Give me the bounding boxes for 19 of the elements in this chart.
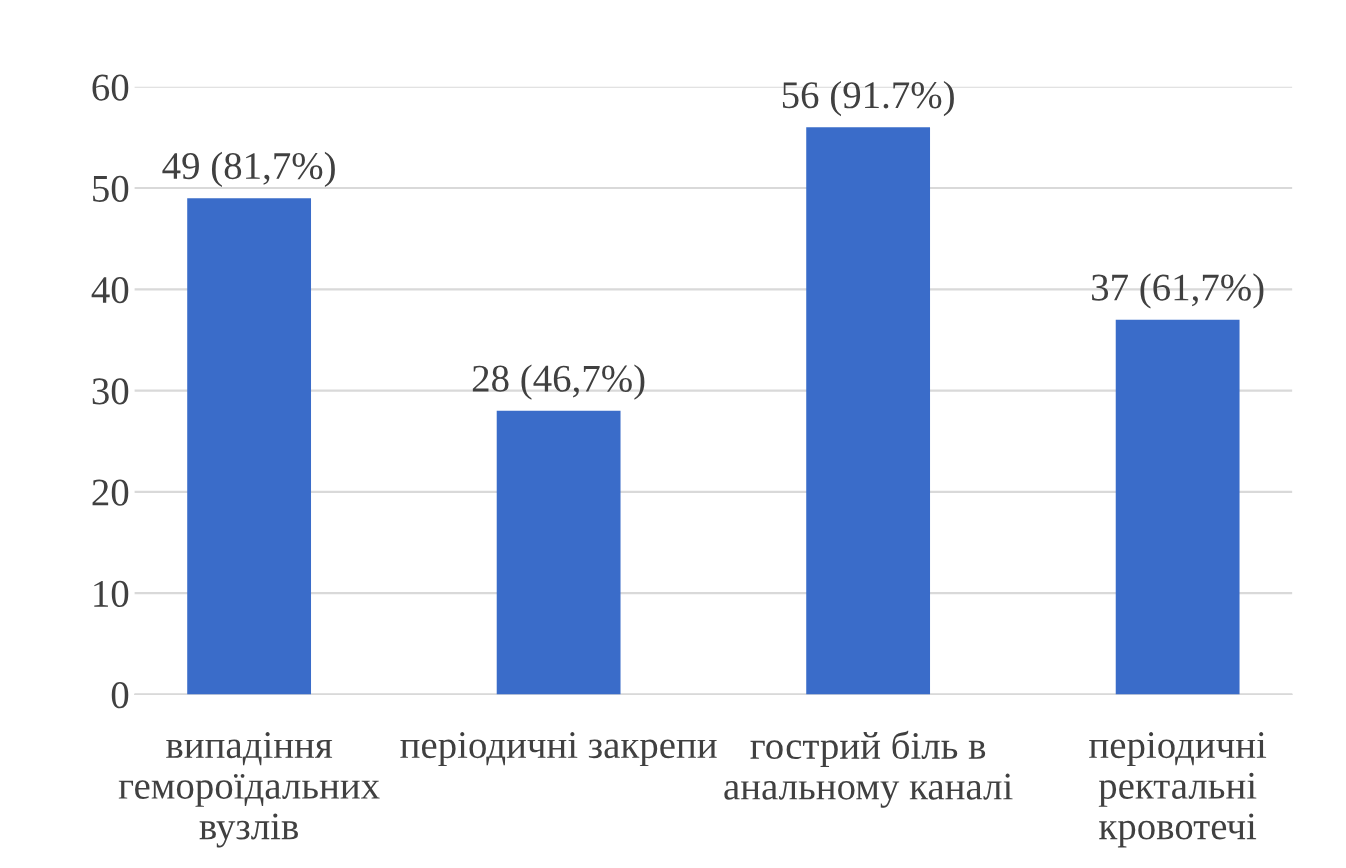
y-tick-label: 60 [92,74,129,101]
y-tick-label: 0 [111,682,129,709]
bar [806,127,931,695]
bar [496,410,621,695]
x-tick-label: гострий біль в анальному каналі [724,730,1013,808]
data-label: 28 (46,7%) [472,364,645,400]
x-tick-label: періодичні закрепи [400,732,717,767]
y-tick-label: 40 [91,276,129,304]
y-tick-label: 50 [93,175,129,202]
bar [1115,319,1240,695]
bar [187,198,312,695]
data-label: 49 (81,7%) [162,151,335,188]
y-tick-label: 20 [92,479,129,506]
y-tick-label: 30 [92,378,129,405]
data-label: 37 (61,7%) [1092,273,1264,309]
x-tick-label: випадіння гемороїдальних вузлів [118,732,380,848]
x-tick-label: періодичні ректальні кровотечі [1089,732,1267,848]
data-label: 56 (91.7%) [782,80,954,117]
y-tick-label: 10 [94,580,129,608]
